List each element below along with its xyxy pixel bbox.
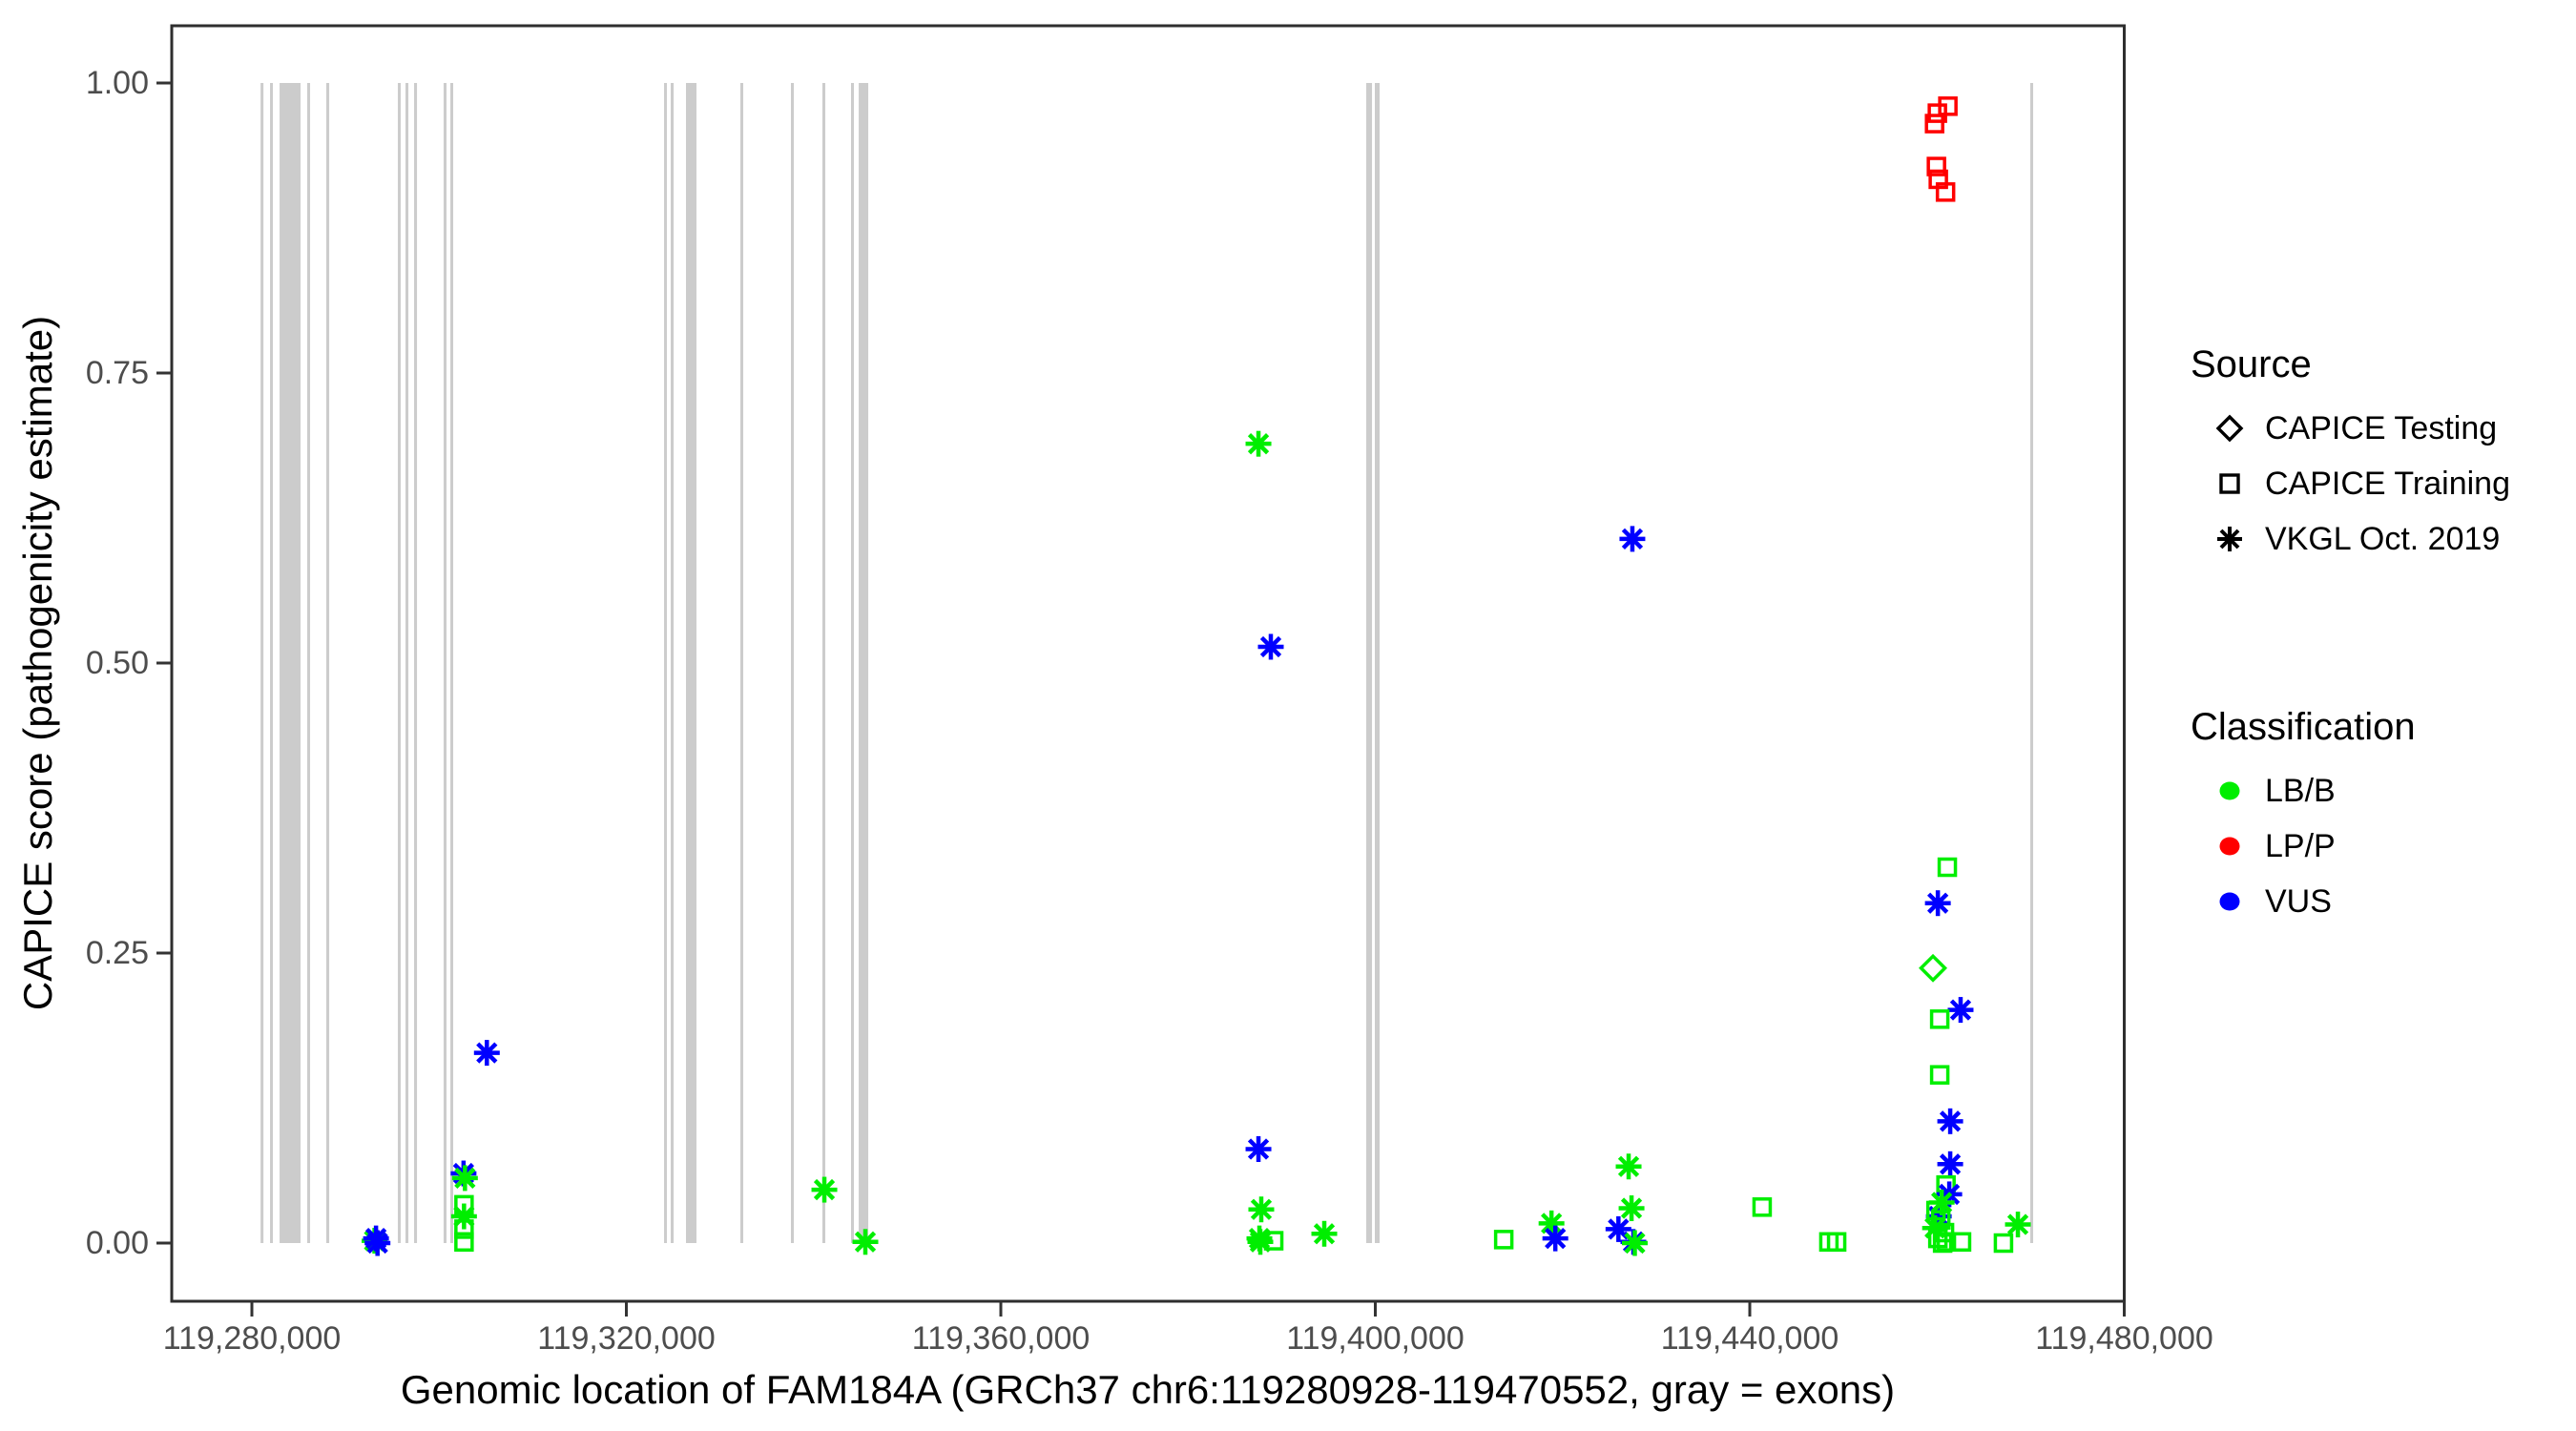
scatter-point-square — [1263, 1231, 1284, 1251]
scatter-point-square — [1937, 857, 1958, 878]
x-tick-label: 119,440,000 — [1661, 1320, 1839, 1357]
exon-band — [450, 83, 454, 1243]
y-axis-title: CAPICE score (pathogenicity estimate) — [15, 315, 60, 1011]
exon-band — [2029, 83, 2034, 1243]
legend-label: VUS — [2265, 882, 2332, 920]
scatter-point-square — [1929, 1065, 1950, 1085]
scatter-point-asterisk — [1615, 1153, 1642, 1180]
scatter-point-square — [1926, 156, 1946, 176]
exon-band — [1365, 83, 1373, 1243]
scatter-point-asterisk — [1257, 633, 1284, 660]
scatter-point-square — [1929, 1009, 1950, 1029]
scatter-point-asterisk — [1937, 1108, 1963, 1134]
scatter-point-square — [454, 1219, 474, 1239]
x-tick-label: 119,360,000 — [912, 1320, 1091, 1357]
x-tick-label: 119,400,000 — [1286, 1320, 1465, 1357]
scatter-point-diamond — [1919, 953, 1948, 983]
exon-band — [270, 83, 274, 1243]
legend-classification-title: Classification — [2191, 706, 2416, 748]
scatter-point-asterisk — [1542, 1225, 1568, 1252]
legend-classification: Classification LB/B LP/P VUS — [2191, 704, 2572, 929]
y-tick-label: 0.25 — [86, 935, 149, 971]
legend-item-capice-training: CAPICE Training — [2191, 456, 2572, 511]
scatter-point-square — [454, 1232, 474, 1253]
scatter-point-square — [1932, 1233, 1953, 1254]
y-tick-label: 1.00 — [86, 65, 149, 101]
scatter-point-asterisk — [1248, 1196, 1275, 1223]
scatter-point-asterisk — [473, 1040, 500, 1067]
scatter-point-asterisk — [1245, 430, 1272, 457]
dot-icon-blue — [2219, 892, 2240, 911]
scatter-point-square — [1951, 1232, 1972, 1253]
scatter-point-asterisk — [1618, 1195, 1645, 1222]
scatter-point-square — [1826, 1232, 1847, 1253]
scatter-point-square — [1993, 1233, 2014, 1254]
exon-band — [686, 83, 696, 1243]
exon-band — [851, 83, 855, 1243]
scatter-point-asterisk — [852, 1229, 879, 1255]
legend-label: CAPICE Testing — [2265, 409, 2498, 446]
scatter-point-asterisk — [2005, 1212, 2031, 1238]
exon-band — [664, 83, 668, 1243]
x-tick-label: 119,480,000 — [2035, 1320, 2213, 1357]
scatter-point-square — [1752, 1197, 1773, 1217]
legend-item-lbb: LB/B — [2191, 763, 2572, 819]
y-tick-label: 0.75 — [86, 355, 149, 391]
x-tick-label: 119,320,000 — [537, 1320, 716, 1357]
scatter-point-asterisk — [1619, 526, 1646, 552]
legend-source-title: Source — [2191, 343, 2312, 385]
legend-item-vkgl: VKGL Oct. 2019 — [2191, 511, 2572, 567]
exon-band — [740, 83, 744, 1243]
scatter-point-asterisk — [1947, 997, 1974, 1024]
exon-band — [397, 83, 402, 1243]
legend-label: LB/B — [2265, 772, 2336, 809]
exon-band — [1375, 83, 1381, 1243]
legend-source: Source CAPICE Testing CAPICE Training VK… — [2191, 342, 2572, 567]
scatter-point-asterisk — [451, 1165, 478, 1192]
scatter-point-asterisk — [811, 1176, 838, 1203]
dot-icon-green — [2219, 781, 2240, 800]
scatter-point-square — [1493, 1230, 1514, 1250]
scatter-point-asterisk — [1937, 1151, 1963, 1177]
legend-item-capice-testing: CAPICE Testing — [2191, 401, 2572, 456]
legend-label: LP/P — [2265, 827, 2336, 864]
dot-icon-red — [2219, 837, 2240, 856]
exon-band — [791, 83, 795, 1243]
exon-band — [443, 83, 447, 1243]
legend-item-vus: VUS — [2191, 874, 2572, 929]
y-tick-label: 0.50 — [86, 645, 149, 681]
x-tick-label: 119,280,000 — [163, 1320, 342, 1357]
scatter-point-asterisk — [1311, 1220, 1338, 1247]
scatter-point-asterisk — [1245, 1136, 1272, 1163]
exon-band — [326, 83, 330, 1243]
legend-label: VKGL Oct. 2019 — [2265, 520, 2501, 557]
asterisk-icon — [2217, 527, 2242, 551]
exon-band — [280, 83, 301, 1243]
exon-band — [414, 83, 418, 1243]
exon-band — [671, 83, 675, 1243]
x-axis-title: Genomic location of FAM184A (GRCh37 chr6… — [400, 1367, 1896, 1412]
legend-label: CAPICE Training — [2265, 465, 2510, 502]
legend-item-lpp: LP/P — [2191, 819, 2572, 874]
scatter-point-asterisk — [364, 1230, 391, 1256]
scatter-point-asterisk — [1622, 1230, 1649, 1256]
exon-band — [306, 83, 311, 1243]
y-tick-label: 0.00 — [86, 1225, 149, 1261]
exon-band — [859, 83, 869, 1243]
scatter-point-square — [1935, 182, 1956, 202]
exon-band — [821, 83, 826, 1243]
scatter-point-asterisk — [1924, 890, 1951, 917]
diamond-icon — [2215, 414, 2244, 443]
panel-border — [170, 24, 2126, 1303]
exon-band — [405, 83, 409, 1243]
square-icon — [2219, 473, 2240, 494]
scatter-point-square — [1927, 103, 1947, 123]
exon-band — [260, 83, 264, 1243]
scatter-point-square — [1924, 114, 1944, 134]
